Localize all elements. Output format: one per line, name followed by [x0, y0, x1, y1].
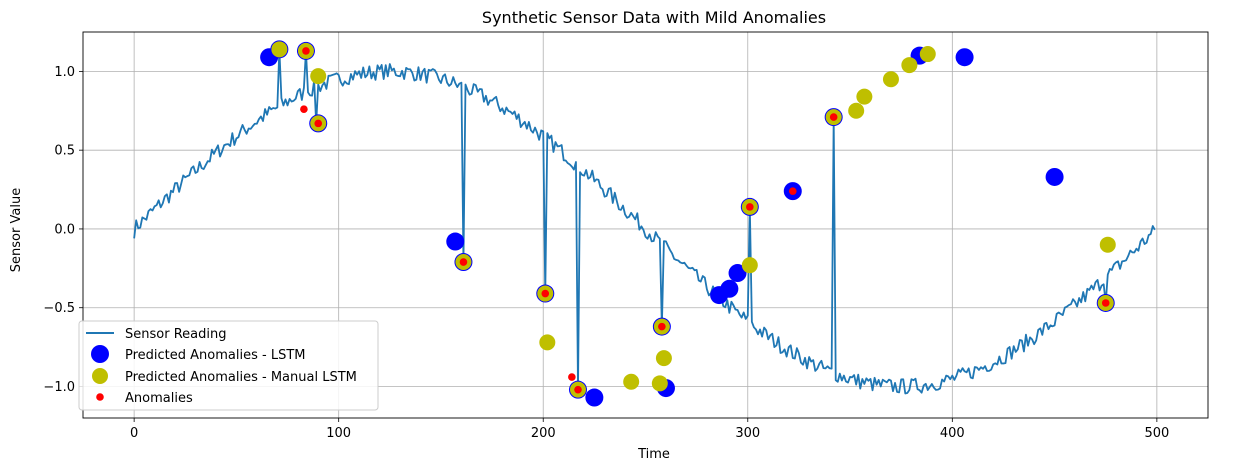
- chart-title: Synthetic Sensor Data with Mild Anomalie…: [482, 8, 826, 27]
- manual-lstm-anomaly-point: [856, 88, 873, 105]
- lstm-anomaly-point: [728, 264, 747, 283]
- legend-manual-lstm-icon: [92, 368, 108, 384]
- manual-lstm-anomaly-point: [882, 71, 899, 88]
- manual-lstm-anomaly-point: [539, 334, 556, 351]
- anomaly-point: [300, 105, 308, 113]
- anomaly-point: [541, 289, 550, 298]
- anomaly-point: [459, 258, 468, 266]
- manual-lstm-anomaly-point: [310, 68, 327, 85]
- lstm-anomaly-point: [585, 388, 604, 407]
- sensor-reading-line: [133, 48, 1156, 395]
- x-tick-label: 300: [735, 426, 760, 441]
- manual-lstm-anomaly-point: [271, 41, 288, 58]
- y-tick-label: 0.5: [54, 144, 75, 159]
- x-tick-label: 0: [130, 426, 138, 441]
- legend: Sensor Reading Predicted Anomalies - LSTM…: [78, 320, 379, 411]
- legend-anomaly-icon: [96, 393, 104, 401]
- lstm-anomaly-point: [720, 279, 739, 298]
- anomaly-point: [829, 113, 838, 121]
- manual-lstm-anomaly-point: [623, 373, 640, 390]
- x-tick-label: 200: [531, 426, 556, 441]
- legend-label: Sensor Reading: [125, 327, 226, 342]
- anomaly-point: [574, 385, 582, 394]
- anomaly-point: [302, 47, 310, 55]
- y-tick-label: −0.5: [43, 301, 75, 316]
- manual-lstm-anomaly-point: [848, 102, 865, 119]
- legend-label: Predicted Anomalies - Manual LSTM: [125, 370, 357, 385]
- lstm-anomaly-point: [955, 48, 974, 67]
- y-tick-label: 0.0: [54, 222, 75, 237]
- legend-box: [78, 320, 379, 411]
- manual-lstm-anomaly-point: [901, 57, 918, 74]
- y-tick-label: −1.0: [43, 380, 75, 395]
- legend-label: Anomalies: [125, 391, 193, 406]
- manual-lstm-anomaly-point: [919, 46, 936, 63]
- x-tick-label: 100: [326, 426, 351, 441]
- legend-lstm-icon: [91, 345, 109, 363]
- legend-label: Predicted Anomalies - LSTM: [125, 348, 305, 363]
- anomaly-point: [314, 119, 323, 128]
- manual-lstm-anomaly-point: [655, 350, 672, 367]
- x-tick-label: 400: [940, 426, 965, 441]
- lstm-anomaly-point: [446, 232, 465, 251]
- manual-lstm-anomaly-point: [741, 257, 758, 274]
- x-axis-label: Time: [637, 447, 670, 462]
- manual-lstm-anomaly-point: [651, 375, 668, 392]
- anomaly-point: [1101, 299, 1110, 307]
- axes-frame: [82, 31, 1209, 419]
- lstm-anomaly-point: [1045, 167, 1064, 186]
- manual-lstm-anomaly-point: [1099, 236, 1116, 253]
- x-tick-label: 500: [1144, 426, 1169, 441]
- y-tick-label: 1.0: [54, 65, 75, 80]
- anomaly-point: [658, 322, 666, 331]
- axes-border: [82, 31, 1209, 419]
- anomaly-point: [788, 187, 797, 195]
- plot-area: [133, 40, 1156, 407]
- y-axis-label: Sensor Value: [9, 188, 24, 272]
- anomaly-point: [568, 373, 576, 381]
- axis-ticks: 0 100 200 300 400 500 −1.0 −0.5 0.0 0.5 1.0: [43, 65, 1169, 441]
- anomaly-point: [746, 203, 754, 211]
